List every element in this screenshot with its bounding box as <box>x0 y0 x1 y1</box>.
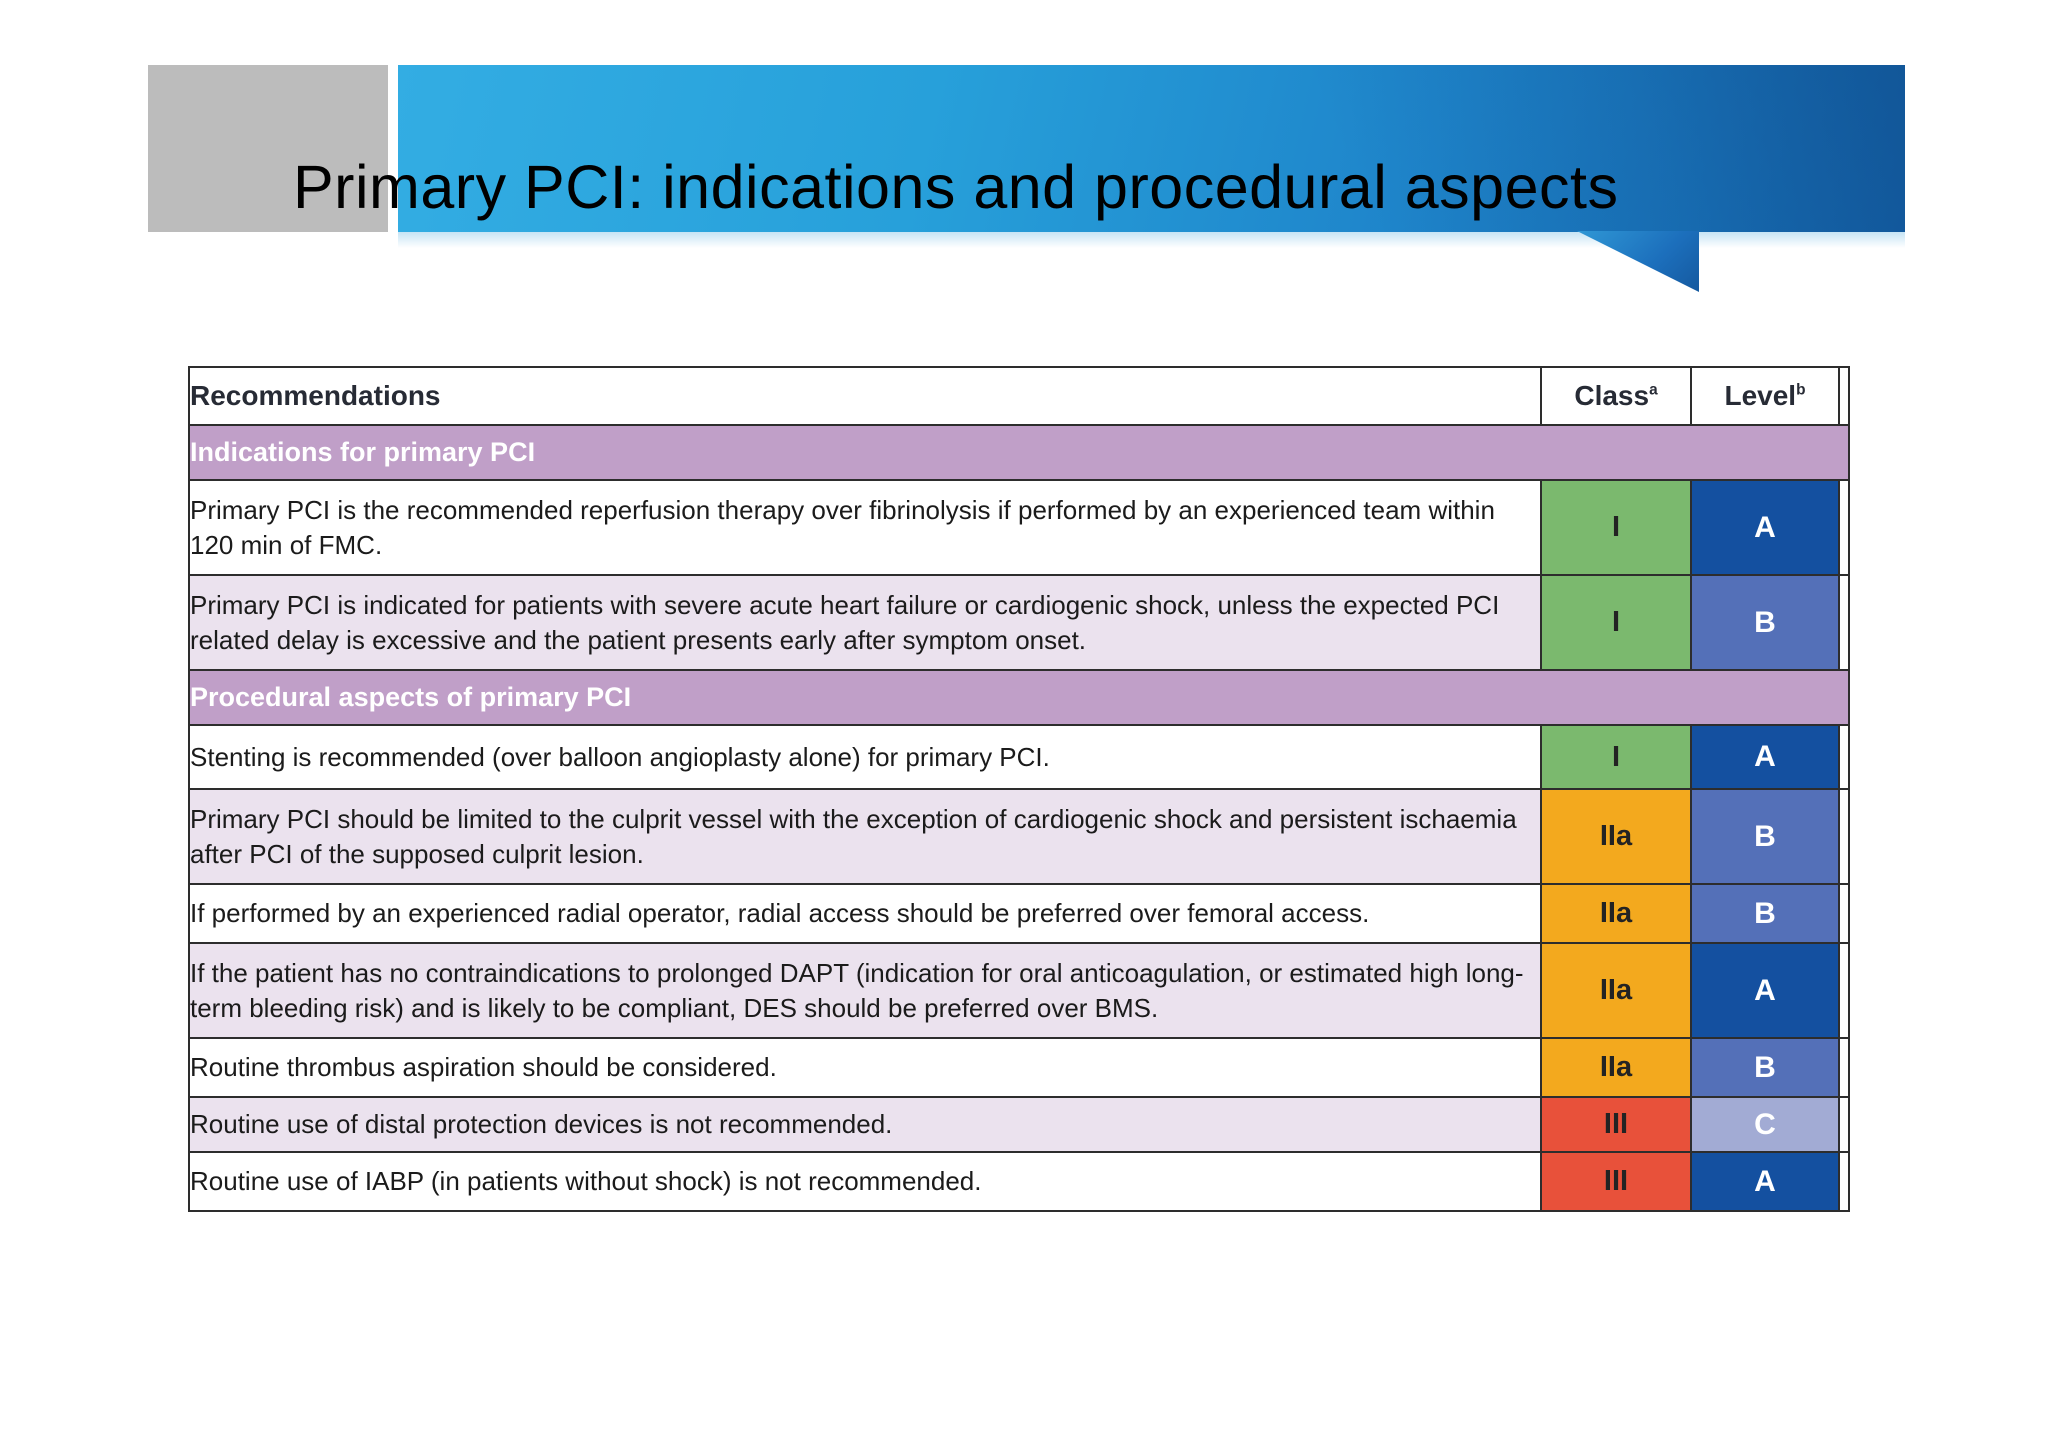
recommendation-row: Primary PCI is indicated for patients wi… <box>188 574 1850 671</box>
class-cell: IIa <box>1540 788 1692 885</box>
recommendation-row: Stenting is recommended (over balloon an… <box>188 724 1850 790</box>
recommendation-row: Routine thrombus aspiration should be co… <box>188 1037 1850 1098</box>
right-spacer-cell <box>1838 1151 1850 1212</box>
level-cell: A <box>1690 479 1840 576</box>
recommendation-text-cell: Stenting is recommended (over balloon an… <box>188 724 1542 790</box>
class-header-label: Class <box>1574 380 1650 411</box>
section-row-procedural: Procedural aspects of primary PCI <box>188 669 1850 726</box>
recommendation-row: Primary PCI should be limited to the cul… <box>188 788 1850 885</box>
recommendation-row: If the patient has no contraindications … <box>188 942 1850 1039</box>
right-spacer-cell <box>1838 883 1850 944</box>
column-header-class: Classa <box>1540 366 1692 426</box>
recommendation-text-cell: Routine use of IABP (in patients without… <box>188 1151 1542 1212</box>
level-cell: B <box>1690 1037 1840 1098</box>
level-cell: B <box>1690 574 1840 671</box>
class-header-superscript: a <box>1649 381 1658 399</box>
level-cell: A <box>1690 724 1840 790</box>
banner-speech-tail <box>1577 231 1699 292</box>
right-spacer-cell <box>1838 479 1850 576</box>
recommendation-text-cell: Primary PCI is indicated for patients wi… <box>188 574 1542 671</box>
class-cell: III <box>1540 1096 1692 1153</box>
right-spacer-cell <box>1838 366 1850 426</box>
column-header-level: Levelb <box>1690 366 1840 426</box>
level-header-label: Level <box>1724 380 1797 411</box>
class-cell: I <box>1540 724 1692 790</box>
level-cell: A <box>1690 942 1840 1039</box>
level-cell: A <box>1690 1151 1840 1212</box>
right-spacer-cell <box>1838 1096 1850 1153</box>
recommendation-row: Primary PCI is the recommended reperfusi… <box>188 479 1850 576</box>
title-banner <box>398 65 1905 232</box>
class-cell: IIa <box>1540 1037 1692 1098</box>
section-label: Indications for primary PCI <box>188 424 1850 481</box>
level-cell: B <box>1690 883 1840 944</box>
level-header-superscript: b <box>1796 381 1806 399</box>
level-cell: B <box>1690 788 1840 885</box>
right-spacer-cell <box>1838 788 1850 885</box>
recommendation-row: Routine use of IABP (in patients without… <box>188 1151 1850 1212</box>
page-title: Primary PCI: indications and procedural … <box>293 153 1619 221</box>
recommendation-row: Routine use of distal protection devices… <box>188 1096 1850 1153</box>
class-cell: III <box>1540 1151 1692 1212</box>
right-spacer-cell <box>1838 942 1850 1039</box>
class-cell: IIa <box>1540 883 1692 944</box>
class-cell: I <box>1540 574 1692 671</box>
column-header-recommendations: Recommendations <box>188 366 1542 426</box>
recommendation-text-cell: Primary PCI is the recommended reperfusi… <box>188 479 1542 576</box>
right-spacer-cell <box>1838 724 1850 790</box>
right-spacer-cell <box>1838 1037 1850 1098</box>
table-header-row: Recommendations Classa Levelb <box>188 366 1850 426</box>
section-label: Procedural aspects of primary PCI <box>188 669 1850 726</box>
class-cell: I <box>1540 479 1692 576</box>
recommendation-row: If performed by an experienced radial op… <box>188 883 1850 944</box>
level-cell: C <box>1690 1096 1840 1153</box>
recommendation-text-cell: Primary PCI should be limited to the cul… <box>188 788 1542 885</box>
class-cell: IIa <box>1540 942 1692 1039</box>
recommendation-text-cell: Routine use of distal protection devices… <box>188 1096 1542 1153</box>
recommendation-text-cell: If the patient has no contraindications … <box>188 942 1542 1039</box>
right-spacer-cell <box>1838 574 1850 671</box>
banner-glow <box>398 232 1905 248</box>
recommendation-text-cell: Routine thrombus aspiration should be co… <box>188 1037 1542 1098</box>
section-row-indications: Indications for primary PCI <box>188 424 1850 481</box>
gray-accent-block <box>148 65 388 232</box>
recommendations-table: Recommendations Classa Levelb Indication… <box>188 366 1850 1212</box>
recommendation-text-cell: If performed by an experienced radial op… <box>188 883 1542 944</box>
